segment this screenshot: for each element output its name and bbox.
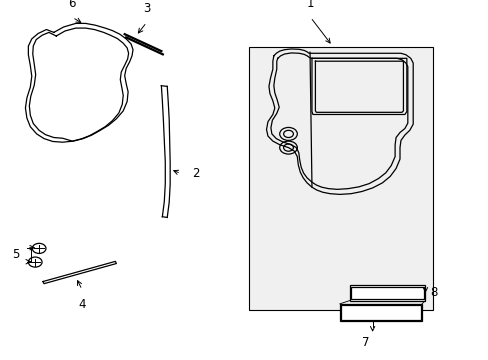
Text: 1: 1 — [306, 0, 314, 10]
Text: 7: 7 — [361, 336, 369, 348]
Text: 5: 5 — [12, 248, 20, 261]
Bar — [341, 305, 420, 320]
Text: 8: 8 — [429, 286, 437, 299]
Bar — [350, 287, 423, 299]
Text: 4: 4 — [78, 298, 86, 311]
Text: 6: 6 — [68, 0, 76, 10]
Text: 2: 2 — [191, 167, 199, 180]
Text: 3: 3 — [142, 2, 150, 15]
Bar — [349, 285, 425, 301]
Bar — [339, 304, 421, 321]
Polygon shape — [43, 261, 116, 284]
Bar — [249, 47, 432, 310]
